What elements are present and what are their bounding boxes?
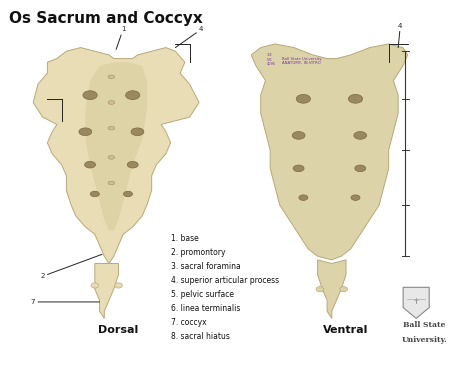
- Ellipse shape: [293, 165, 304, 172]
- Ellipse shape: [126, 91, 140, 100]
- Polygon shape: [33, 48, 199, 264]
- Text: ✝: ✝: [413, 297, 419, 306]
- Ellipse shape: [83, 91, 97, 100]
- Text: University.: University.: [401, 336, 447, 344]
- Text: 8. sacral hiatus: 8. sacral hiatus: [171, 332, 229, 341]
- Ellipse shape: [299, 195, 308, 201]
- Text: 4: 4: [175, 26, 203, 48]
- Ellipse shape: [355, 165, 366, 172]
- Ellipse shape: [108, 181, 115, 185]
- Text: Dorsal: Dorsal: [99, 325, 138, 335]
- Text: 2: 2: [40, 254, 102, 279]
- Ellipse shape: [127, 161, 138, 168]
- Text: Ventral: Ventral: [323, 325, 369, 335]
- Ellipse shape: [123, 191, 132, 197]
- Ellipse shape: [108, 75, 115, 79]
- Text: 7: 7: [31, 299, 100, 305]
- Text: 5. pelvic surface: 5. pelvic surface: [171, 290, 234, 299]
- Text: 4. superior articular process: 4. superior articular process: [171, 276, 279, 285]
- Text: 4: 4: [398, 23, 402, 48]
- Ellipse shape: [316, 287, 324, 292]
- Ellipse shape: [131, 128, 144, 135]
- Ellipse shape: [340, 287, 347, 292]
- Ellipse shape: [108, 156, 115, 159]
- Ellipse shape: [108, 101, 115, 104]
- Ellipse shape: [296, 94, 310, 103]
- Text: 3. sacral foramina: 3. sacral foramina: [171, 262, 240, 271]
- Ellipse shape: [84, 161, 95, 168]
- Ellipse shape: [79, 128, 91, 135]
- Polygon shape: [95, 264, 118, 318]
- Text: Ball State: Ball State: [403, 321, 446, 329]
- Ellipse shape: [292, 132, 305, 139]
- Ellipse shape: [354, 132, 367, 139]
- Text: 6. linea terminalis: 6. linea terminalis: [171, 304, 240, 313]
- Text: 1. base: 1. base: [171, 234, 199, 243]
- Ellipse shape: [90, 191, 100, 197]
- Polygon shape: [403, 287, 429, 318]
- Ellipse shape: [351, 195, 360, 201]
- Ellipse shape: [115, 283, 122, 288]
- Polygon shape: [85, 62, 147, 231]
- Text: 7. coccyx: 7. coccyx: [171, 318, 206, 327]
- Polygon shape: [251, 44, 408, 260]
- Ellipse shape: [91, 283, 99, 288]
- Text: 1: 1: [116, 26, 125, 49]
- Text: 3/4
5/6
4095: 3/4 5/6 4095: [266, 53, 275, 66]
- Text: Os Sacrum and Coccyx: Os Sacrum and Coccyx: [9, 11, 203, 26]
- Ellipse shape: [348, 94, 363, 103]
- Ellipse shape: [108, 126, 115, 130]
- Polygon shape: [318, 260, 346, 318]
- Text: Ball State University
ANATOMY, IN VITRO: Ball State University ANATOMY, IN VITRO: [282, 57, 321, 65]
- Text: 2. promontory: 2. promontory: [171, 248, 225, 257]
